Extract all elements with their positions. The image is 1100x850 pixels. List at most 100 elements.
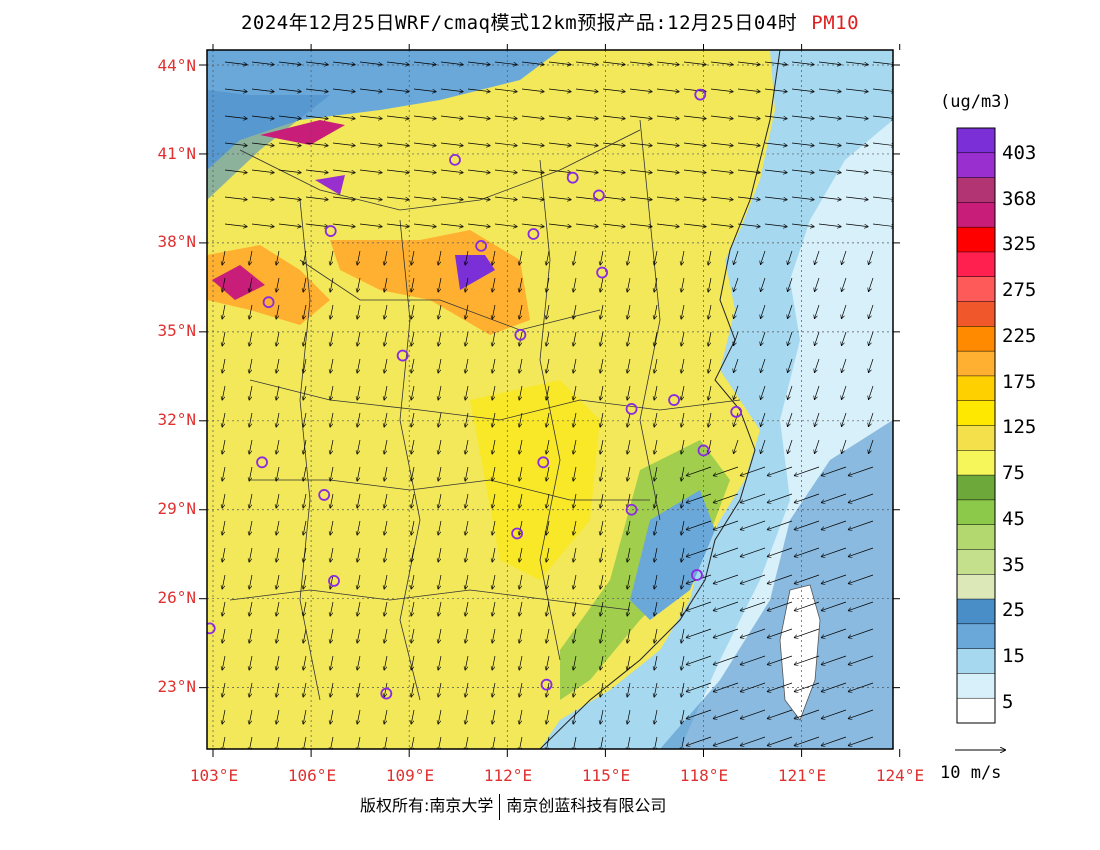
lon-label-109: 109°E — [385, 766, 435, 785]
wind-arrow — [546, 574, 550, 589]
colorbar-swatch — [957, 375, 995, 402]
wind-arrow — [737, 115, 760, 119]
colorbar-label: 368 — [1002, 188, 1037, 210]
wind-arrow — [815, 250, 820, 264]
wind-arrow — [492, 358, 496, 373]
reference-vector-label: 10 m/s — [940, 763, 1002, 783]
colorbar-swatch — [957, 475, 995, 501]
wind-arrow — [222, 520, 226, 535]
colorbar-swatch — [957, 227, 995, 253]
wind-arrow — [869, 439, 874, 453]
station-marker — [475, 239, 488, 252]
station-marker — [396, 349, 409, 362]
wind-arrow — [740, 574, 766, 584]
copyright-footer: 版权所有:南京大学 南京创蓝科技有限公司 — [360, 792, 666, 820]
colorbar-swatch — [957, 251, 995, 278]
wind-arrow — [357, 628, 361, 643]
wind-arrow — [686, 547, 712, 557]
wind-arrow — [573, 358, 577, 373]
wind-arrow — [575, 142, 598, 146]
wind-arrow — [654, 331, 658, 346]
wind-arrow — [627, 466, 631, 481]
wind-arrow — [303, 277, 307, 292]
wind-arrow — [761, 358, 766, 372]
wind-arrow — [303, 520, 307, 535]
wind-arrow — [815, 412, 820, 426]
wind-arrow — [654, 304, 658, 319]
wind-arrow — [794, 574, 820, 584]
lat-label-23: 23°N — [157, 677, 196, 696]
wind-arrow — [818, 223, 841, 227]
wind-arrow — [737, 142, 760, 146]
lon-label-115: 115°E — [581, 766, 631, 785]
wind-arrow — [794, 493, 820, 503]
wind-arrow — [303, 682, 307, 697]
wind-arrow — [384, 709, 388, 724]
wind-arrow — [411, 439, 415, 454]
wind-arrow — [276, 250, 280, 265]
wind-arrow — [734, 385, 739, 399]
wind-arrow — [546, 412, 550, 427]
wind-arrow — [573, 412, 577, 427]
wind-arrow — [330, 709, 334, 724]
wind-arrow — [788, 439, 793, 453]
wind-arrow — [303, 466, 307, 481]
wind-arrow — [494, 142, 517, 146]
wind-arrow — [600, 655, 604, 670]
wind-arrow — [629, 88, 652, 92]
wind-arrow — [411, 574, 415, 589]
wind-arrow — [848, 655, 874, 665]
wind-arrow — [224, 223, 247, 227]
wind-arrow — [713, 493, 739, 503]
wind-arrow — [303, 412, 307, 427]
wind-arrow — [681, 385, 685, 400]
wind-arrow — [548, 223, 571, 227]
wind-arrow — [251, 88, 274, 92]
wind-arrow — [686, 655, 712, 665]
wind-arrow — [872, 88, 893, 92]
wind-arrow — [519, 439, 523, 454]
wind-arrow — [384, 250, 388, 265]
wind-arrow — [413, 142, 436, 146]
wind-arrow — [821, 682, 847, 692]
wind-arrow — [656, 142, 679, 146]
wind-arrow — [330, 277, 334, 292]
wind-arrow — [761, 331, 766, 345]
wind-arrow — [654, 628, 658, 643]
colorbar-swatch — [957, 351, 995, 377]
wind-arrow — [818, 115, 841, 119]
colorbar-swatch — [957, 301, 995, 327]
wind-arrow — [815, 439, 820, 453]
wind-arrow — [224, 142, 247, 146]
wind-arrow — [467, 196, 490, 200]
wind-arrow — [438, 358, 442, 373]
wind-arrow — [411, 466, 415, 481]
wind-arrow — [386, 61, 409, 65]
wind-vectors — [222, 61, 893, 749]
wind-arrow — [767, 574, 793, 584]
wind-arrow — [222, 466, 226, 481]
wind-arrow — [251, 115, 274, 119]
wind-arrow — [546, 655, 550, 670]
wind-arrow — [788, 277, 793, 291]
lat-label-32: 32°N — [157, 410, 196, 429]
colorbar-swatch — [957, 623, 995, 650]
wind-arrow — [573, 574, 577, 589]
wind-arrow — [573, 520, 577, 535]
wind-arrow — [788, 385, 793, 399]
wind-arrow — [494, 223, 517, 227]
wind-arrow — [438, 412, 442, 427]
wind-arrow — [656, 196, 679, 200]
wind-arrow — [519, 412, 523, 427]
wind-arrow — [764, 169, 787, 173]
wind-arrow — [276, 277, 280, 292]
wind-arrow — [222, 385, 226, 400]
wind-arrow — [573, 547, 577, 562]
wind-arrow — [654, 547, 658, 562]
wind-arrow — [359, 142, 382, 146]
station-marker — [625, 403, 638, 415]
wind-arrow — [791, 61, 814, 65]
wind-arrow — [465, 655, 469, 670]
wind-arrow — [575, 223, 598, 227]
wind-arrow — [276, 520, 280, 535]
